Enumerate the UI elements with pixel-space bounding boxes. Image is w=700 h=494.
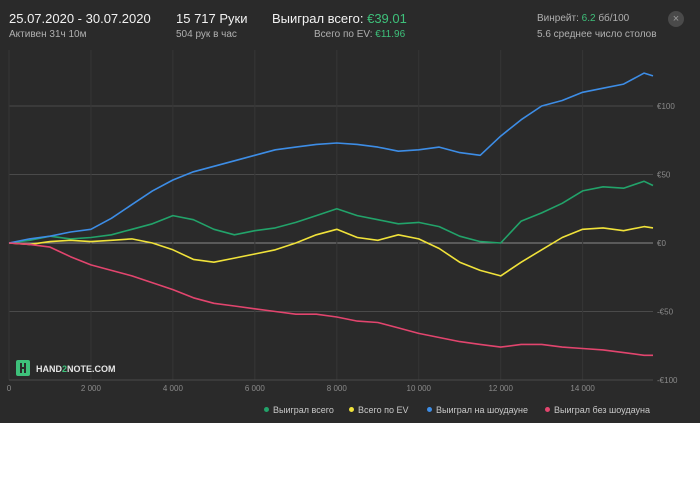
x-tick-label: 8 000 <box>327 384 348 393</box>
series-line <box>8 242 653 357</box>
series-line <box>8 225 654 277</box>
legend-item[interactable]: Выиграл всего <box>264 405 334 415</box>
x-tick-label: 0 <box>7 384 12 393</box>
x-tick-label: 10 000 <box>407 384 432 393</box>
legend-label: Выиграл всего <box>273 405 334 415</box>
legend-label: Выиграл без шоудауна <box>554 405 650 415</box>
legend-label: Всего по EV <box>358 405 409 415</box>
legend-item[interactable]: Выиграл на шоудауне <box>427 405 528 415</box>
chart-legend: Выиграл всего Всего по EV Выиграл на шоуда… <box>0 405 700 419</box>
series-line <box>8 180 654 244</box>
y-tick-label: €50 <box>657 171 671 180</box>
legend-item[interactable]: Всего по EV <box>349 405 408 415</box>
hands-count: 15 717 Руки <box>176 11 248 26</box>
series-line <box>8 72 654 244</box>
x-tick-label: 2 000 <box>81 384 102 393</box>
average-tables: 5.6 среднее число столов <box>537 29 657 40</box>
legend-dot-icon <box>545 407 550 412</box>
x-tick-label: 6 000 <box>245 384 266 393</box>
ev-total: Всего по EV: €11.96 <box>314 29 405 40</box>
y-tick-label: -€100 <box>657 376 678 385</box>
ev-total-label: Всего по EV: <box>314 29 373 40</box>
x-tick-label: 12 000 <box>488 384 513 393</box>
chart-series <box>8 72 654 357</box>
x-tick-label: 14 000 <box>570 384 595 393</box>
winrate-label: Винрейт: <box>537 13 579 24</box>
legend-dot-icon <box>264 407 269 412</box>
won-total: Выиграл всего: €39.01 <box>272 11 407 26</box>
y-axis-ticks: €100 €50 €0 -€50 -€100 <box>657 102 678 385</box>
logo-text: HAND2NOTE.COM <box>36 364 116 374</box>
y-tick-label: €0 <box>657 239 666 248</box>
winrate-value: 6.2 <box>581 13 596 24</box>
legend-label: Выиграл на шоудауне <box>436 405 528 415</box>
legend-dot-icon <box>427 407 432 412</box>
ev-total-value: €11.96 <box>375 29 406 40</box>
date-range: 25.07.2020 - 30.07.2020 <box>9 11 151 26</box>
legend-item[interactable]: Выиграл без шоудауна <box>545 405 650 415</box>
y-tick-label: -€50 <box>657 308 674 317</box>
x-axis-ticks: 0 2 000 4 000 6 000 8 000 10 000 12 000 14 000 <box>7 384 596 393</box>
close-icon[interactable]: × <box>668 11 684 27</box>
winrate-suffix: бб/100 <box>598 13 630 24</box>
chart-grid <box>8 50 653 381</box>
y-tick-label: €100 <box>657 102 675 111</box>
x-tick-label: 4 000 <box>163 384 184 393</box>
hands-per-hour: 504 рук в час <box>176 29 237 40</box>
active-time: Активен 31ч 10м <box>9 29 87 40</box>
won-total-label: Выиграл всего: <box>272 11 364 26</box>
stats-panel: 25.07.2020 - 30.07.2020 Активен 31ч 10м … <box>0 0 700 423</box>
chart: €100 €50 €0 -€50 -€100 0 2 000 4 000 6 000 8 000… <box>7 50 678 393</box>
won-total-value: €39.01 <box>367 11 407 26</box>
winrate: Винрейт: 6.2 бб/100 <box>537 13 629 24</box>
legend-dot-icon <box>349 407 354 412</box>
watermark-logo: HAND2NOTE.COM <box>16 360 116 376</box>
